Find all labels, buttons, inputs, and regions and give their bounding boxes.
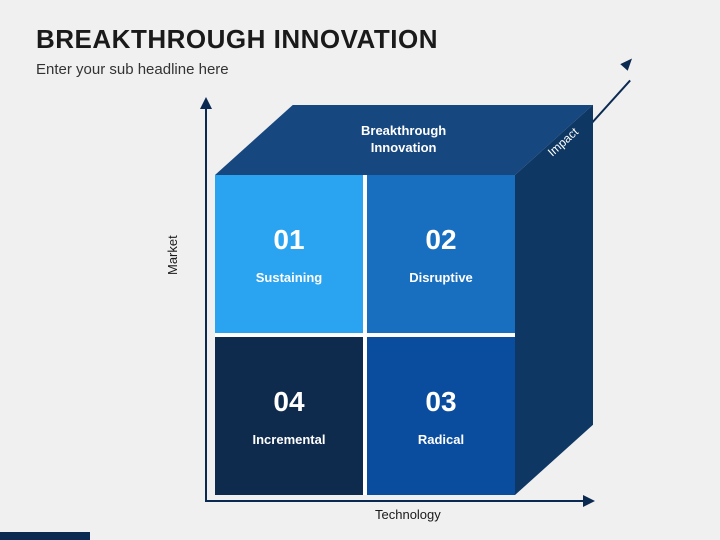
cell-num: 03 (425, 386, 456, 418)
innovation-cube-diagram: Market Technology Breakthrough Innovatio… (165, 95, 645, 515)
cell-disruptive: 02 Disruptive (367, 175, 515, 333)
y-axis (205, 105, 207, 500)
cell-label: Sustaining (256, 270, 322, 285)
header: BREAKTHROUGH INNOVATION Enter your sub h… (0, 0, 720, 86)
z-axis (589, 80, 631, 126)
cube-top-label-line1: Breakthrough (361, 123, 446, 138)
footer-accent (0, 532, 90, 540)
x-axis (205, 500, 585, 502)
cell-radical: 03 Radical (367, 337, 515, 495)
y-axis-arrow (200, 97, 212, 109)
x-axis-label: Technology (375, 507, 441, 522)
cube-top-label-line2: Innovation (371, 140, 437, 155)
cell-num: 02 (425, 224, 456, 256)
cell-label: Incremental (253, 432, 326, 447)
page-subtitle: Enter your sub headline here (36, 61, 684, 78)
cube-top-label: Breakthrough Innovation (361, 123, 446, 157)
cell-num: 04 (273, 386, 304, 418)
cube-right-face (515, 105, 593, 495)
y-axis-label: Market (165, 235, 180, 275)
cell-label: Disruptive (409, 270, 473, 285)
cell-incremental: 04 Incremental (215, 337, 363, 495)
cell-label: Radical (418, 432, 464, 447)
cell-sustaining: 01 Sustaining (215, 175, 363, 333)
quadrant-grid: 01 Sustaining 02 Disruptive 04 Increment… (215, 175, 515, 495)
x-axis-arrow (583, 495, 595, 507)
page-title: BREAKTHROUGH INNOVATION (36, 24, 684, 55)
cell-num: 01 (273, 224, 304, 256)
